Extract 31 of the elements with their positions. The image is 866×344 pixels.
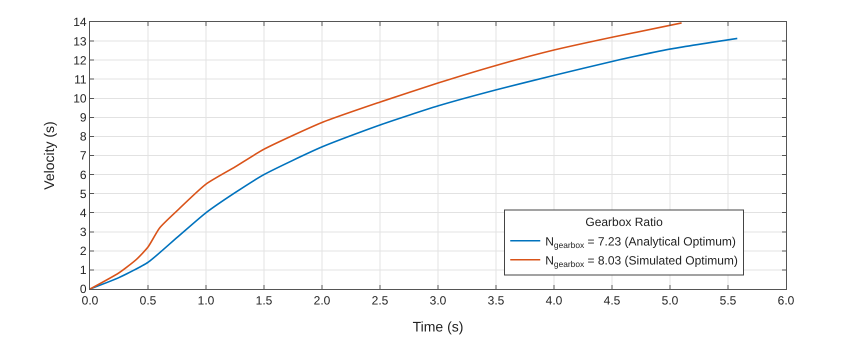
y-tick-label: 13 bbox=[73, 34, 87, 48]
y-axis-title: Velocity (s) bbox=[40, 121, 57, 190]
x-tick-label: 3.0 bbox=[430, 293, 447, 308]
y-tick-label: 8 bbox=[80, 130, 87, 144]
x-tick-label: 6.0 bbox=[778, 293, 795, 308]
y-tick-label: 5 bbox=[80, 186, 87, 201]
x-axis-title: Time (s) bbox=[412, 318, 464, 335]
legend-label: N$_{gearbox}$ = 7.23 (Analytical Optimum) bbox=[545, 234, 736, 250]
y-tick-label: 1 bbox=[80, 263, 87, 278]
y-tick-label: 10 bbox=[73, 91, 87, 106]
x-tick-label: 4.5 bbox=[604, 293, 621, 308]
y-tick-label: 6 bbox=[80, 168, 87, 182]
y-tick-label: 11 bbox=[74, 72, 87, 86]
y-tick-label: 9 bbox=[80, 110, 87, 125]
x-tick-label: 2.5 bbox=[372, 293, 389, 308]
y-tick-label: 3 bbox=[80, 224, 87, 239]
y-tick-label: 2 bbox=[80, 244, 87, 258]
y-tick-label: 4 bbox=[80, 206, 87, 220]
x-tick-label: 5.5 bbox=[720, 293, 737, 308]
y-tick-label: 12 bbox=[73, 53, 87, 68]
x-tick-label: 4.0 bbox=[546, 293, 563, 308]
y-tick-label: 14 bbox=[73, 15, 87, 30]
y-tick-label: 7 bbox=[80, 148, 87, 163]
x-tick-label: 3.5 bbox=[488, 293, 505, 308]
x-tick-label: 2.0 bbox=[314, 293, 331, 308]
legend-title: Gearbox Ratio bbox=[585, 215, 664, 230]
x-tick-label: 1.0 bbox=[198, 293, 215, 308]
x-tick-label: 0.5 bbox=[140, 293, 157, 308]
x-tick-label: 1.5 bbox=[256, 293, 273, 308]
legend-label: N$_{gearbox}$ = 8.03 (Simulated Optimum) bbox=[545, 253, 738, 269]
x-tick-label: 5.0 bbox=[662, 293, 679, 308]
